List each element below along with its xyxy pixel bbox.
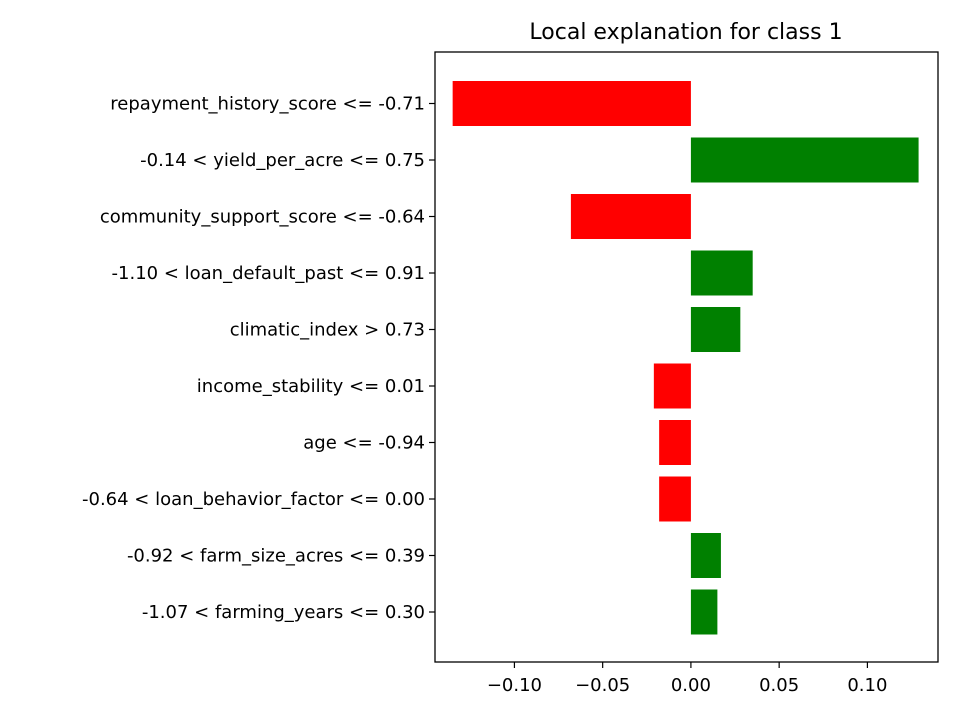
x-tick-label-3: 0.05 bbox=[759, 675, 799, 696]
bar-0 bbox=[452, 81, 691, 126]
x-tick-label-4: 0.10 bbox=[847, 675, 887, 696]
bars-group bbox=[452, 81, 919, 635]
bar-5 bbox=[653, 363, 691, 409]
bar-7 bbox=[659, 476, 691, 522]
y-tick-label-0: repayment_history_score <= -0.71 bbox=[110, 94, 425, 115]
y-axis: repayment_history_score <= -0.71 -0.14 < … bbox=[82, 94, 435, 623]
bar-4 bbox=[690, 307, 741, 352]
bar-1 bbox=[690, 137, 919, 183]
bar-8 bbox=[690, 533, 721, 578]
x-axis: −0.10 −0.05 0.00 0.05 0.10 bbox=[487, 662, 887, 696]
y-tick-label-1: -0.14 < yield_per_acre <= 0.75 bbox=[140, 150, 425, 171]
x-tick-label-1: −0.05 bbox=[575, 675, 630, 696]
bar-3 bbox=[690, 250, 753, 296]
bar-2 bbox=[570, 194, 691, 239]
y-tick-label-8: -0.92 < farm_size_acres <= 0.39 bbox=[127, 546, 425, 567]
y-tick-label-6: age <= -0.94 bbox=[303, 433, 425, 454]
bar-9 bbox=[690, 589, 718, 635]
x-tick-label-2: 0.00 bbox=[671, 675, 711, 696]
plot-frame bbox=[434, 51, 939, 663]
y-tick-label-3: -1.10 < loan_default_past <= 0.91 bbox=[112, 263, 425, 284]
y-tick-label-4: climatic_index > 0.73 bbox=[230, 320, 425, 341]
bar-6 bbox=[659, 420, 691, 465]
y-tick-label-5: income_stability <= 0.01 bbox=[197, 376, 425, 397]
y-tick-label-2: community_support_score <= -0.64 bbox=[100, 207, 425, 228]
chart-title: Local explanation for class 1 bbox=[529, 20, 842, 45]
x-tick-label-0: −0.10 bbox=[487, 675, 542, 696]
y-tick-label-9: -1.07 < farming_years <= 0.30 bbox=[142, 602, 425, 623]
y-tick-label-7: -0.64 < loan_behavior_factor <= 0.00 bbox=[82, 489, 425, 510]
